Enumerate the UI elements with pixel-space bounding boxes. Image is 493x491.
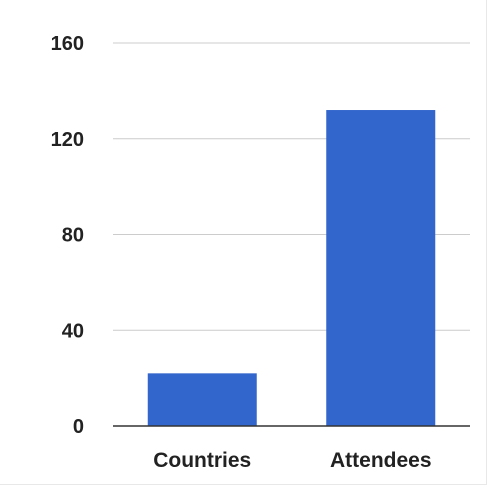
y-tick-label: 120 <box>51 129 84 151</box>
chart-frame: 0 40 80 120 160 Countries Attendees <box>0 0 487 485</box>
bar-chart: 0 40 80 120 160 Countries Attendees <box>51 33 470 472</box>
bars <box>147 110 436 427</box>
y-tick-label: 160 <box>51 33 84 55</box>
bar-countries <box>147 373 257 426</box>
bar-attendees <box>326 110 436 427</box>
x-category-label: Attendees <box>330 449 432 472</box>
y-axis-ticks: 0 40 80 120 160 <box>51 33 84 438</box>
x-category-label: Countries <box>153 449 251 472</box>
y-tick-label: 0 <box>73 416 84 438</box>
y-tick-label: 80 <box>62 225 84 247</box>
y-tick-label: 40 <box>62 320 84 342</box>
x-axis-labels: Countries Attendees <box>153 449 431 472</box>
